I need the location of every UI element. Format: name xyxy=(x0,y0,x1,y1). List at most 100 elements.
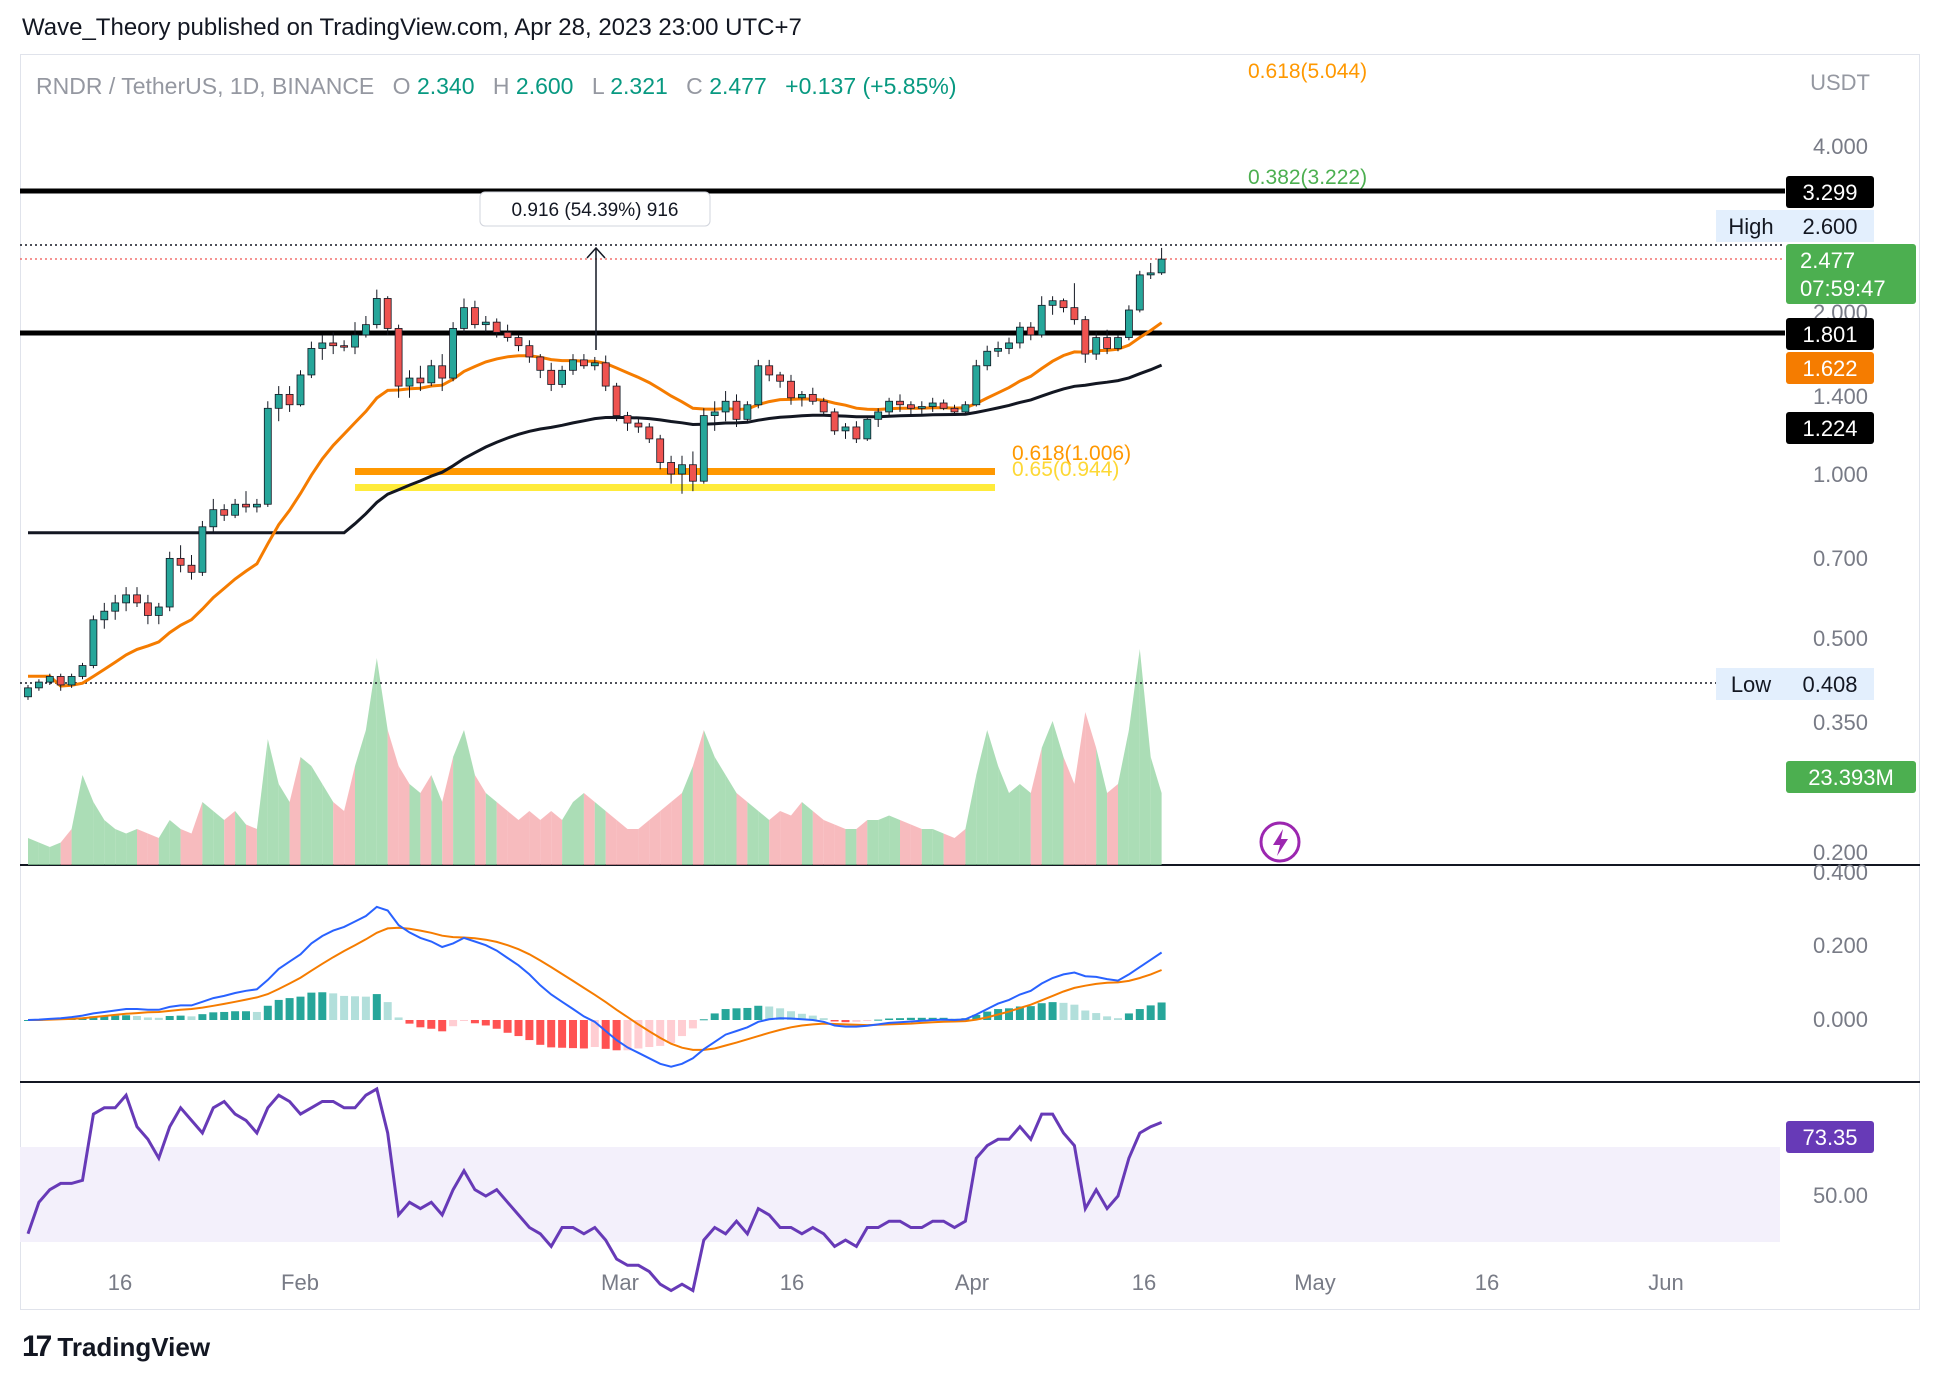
measure-label: 0.916 (54.39%) 916 xyxy=(512,200,679,221)
candle-body xyxy=(122,594,130,604)
volume-segment xyxy=(60,829,72,865)
macd-hist-bar xyxy=(242,1011,250,1020)
candle-body xyxy=(950,407,959,413)
macd-hist-bar xyxy=(1103,1016,1112,1020)
volume-segment xyxy=(1107,784,1118,865)
macd-hist-bar xyxy=(863,1020,872,1021)
volume-segment xyxy=(900,820,911,865)
candle-body xyxy=(961,404,970,413)
candle-body xyxy=(503,331,512,338)
candle-body xyxy=(492,321,501,333)
volume-segment xyxy=(1139,649,1151,865)
ohlc-legend: RNDR / TetherUS, 1D, BINANCE O 2.340 H 2… xyxy=(36,73,956,99)
macd-hist-bar xyxy=(721,1009,730,1020)
candle-body xyxy=(111,602,120,612)
volume-segment xyxy=(224,811,236,865)
volume-segment xyxy=(801,802,813,865)
candle-body xyxy=(329,342,338,347)
volume-segment xyxy=(878,815,890,865)
candle-body xyxy=(394,328,403,387)
volume-segment xyxy=(1063,757,1075,865)
macd-hist-bar xyxy=(1081,1010,1090,1020)
indicator-axis[interactable]: 0.400 0.200 0.000 50.00 xyxy=(1813,860,1868,1208)
macd-hist-bar xyxy=(601,1020,610,1049)
volume-segment xyxy=(889,815,900,865)
volume-segment xyxy=(126,829,137,865)
macd-hist-bar xyxy=(460,1020,468,1021)
price-tick-4000: 4.000 xyxy=(1813,134,1868,159)
volume-segment xyxy=(736,793,748,865)
change-value: +0.137 (+5.85%) xyxy=(785,73,956,99)
volume-segment xyxy=(278,784,290,865)
candle-body xyxy=(438,365,447,379)
rsi-layer xyxy=(26,1086,1163,1293)
volume-segment xyxy=(38,842,50,865)
macd-hist-bar xyxy=(710,1013,719,1020)
macd-hist-bar xyxy=(492,1020,501,1029)
time-axis[interactable]: 16 Feb Mar 16 Apr 16 May 16 Jun xyxy=(108,1270,1684,1295)
candle-body xyxy=(35,681,43,689)
macd-hist-bar xyxy=(808,1015,817,1020)
rsi-tick-5000: 50.00 xyxy=(1813,1183,1868,1208)
candle-body xyxy=(732,400,741,420)
fib-label-0618-5044: 0.618(5.044) xyxy=(1248,60,1367,83)
macd-signal-line xyxy=(28,926,1162,1051)
macd-hist-bar xyxy=(1114,1018,1122,1020)
macd-hist-bar xyxy=(263,1005,272,1020)
price-tick-0700: 0.700 xyxy=(1813,546,1868,571)
macd-hist-bar xyxy=(143,1017,152,1020)
candle-body xyxy=(470,307,479,326)
candle-body xyxy=(481,321,490,326)
macd-hist-bar xyxy=(678,1020,686,1037)
candle-body xyxy=(580,359,588,367)
volume-segment xyxy=(191,802,203,865)
tradingview-logo[interactable]: 17 TradingView xyxy=(22,1330,210,1364)
candle-body xyxy=(231,503,240,516)
lightning-icon[interactable] xyxy=(1259,821,1301,863)
candle-body xyxy=(710,411,719,416)
volume-segment xyxy=(398,766,410,865)
candle-body xyxy=(56,676,65,686)
macd-hist-bar xyxy=(470,1020,479,1024)
svg-text:RNDR / TetherUS, 1D, BINANCE: RNDR / TetherUS, 1D, BINANCE O 2.340 H 2… xyxy=(36,73,956,99)
candle-body xyxy=(1048,300,1057,306)
volume-segment xyxy=(671,793,682,865)
measure-annotation[interactable]: 0.916 (54.39%) 916 xyxy=(479,191,711,350)
candle-body xyxy=(689,464,697,482)
candle-body xyxy=(1070,307,1079,321)
macd-hist-bar xyxy=(765,1006,774,1020)
candle-body xyxy=(765,365,774,376)
price-tick-0500: 0.500 xyxy=(1813,626,1868,651)
candle-body xyxy=(928,402,937,407)
candle-body xyxy=(187,564,196,573)
volume-segment xyxy=(769,811,781,865)
macd-hist-bar xyxy=(1070,1004,1079,1020)
macd-hist-bar xyxy=(318,992,327,1020)
volume-segment xyxy=(747,802,759,865)
volume-segment xyxy=(583,793,595,865)
candle-body xyxy=(1092,337,1101,355)
volume-segment xyxy=(1128,649,1140,865)
volume-segment xyxy=(638,820,650,865)
chart-frame[interactable] xyxy=(20,54,1920,1310)
macd-hist-bar xyxy=(1146,1005,1155,1020)
candle-body xyxy=(1103,337,1111,349)
macd-hist-bar xyxy=(176,1015,185,1020)
badge-3299: 3.299 xyxy=(1802,180,1857,205)
macd-hist-bar xyxy=(569,1020,577,1049)
macd-hist-bar xyxy=(165,1015,174,1020)
macd-hist-bar xyxy=(154,1017,163,1020)
volume-segment xyxy=(954,829,966,865)
candle-body xyxy=(89,619,98,666)
volume-segment xyxy=(921,829,933,865)
volume-segment xyxy=(496,802,508,865)
volume-segment xyxy=(474,775,486,865)
macd-hist-bar xyxy=(383,1002,392,1020)
close-label: C xyxy=(686,73,703,99)
candle-body xyxy=(133,594,141,604)
price-axis[interactable]: 4.000 2.000 1.400 1.000 0.700 0.500 0.35… xyxy=(1813,134,1868,865)
time-tick-jan16: 16 xyxy=(108,1270,132,1295)
currency-label: USDT xyxy=(1810,70,1870,95)
badge-ema200-1224: 1.224 xyxy=(1802,416,1857,441)
